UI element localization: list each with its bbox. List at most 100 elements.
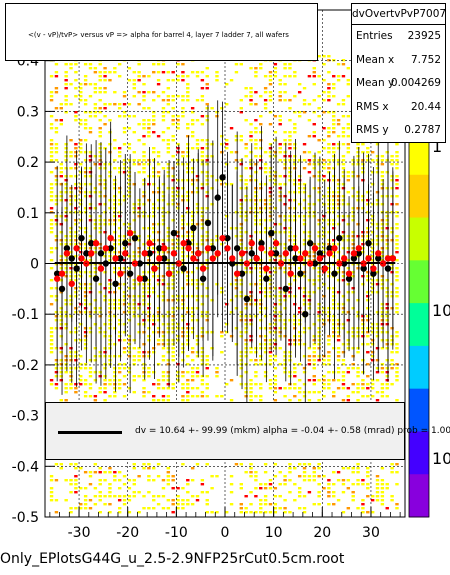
histogram-cell — [375, 367, 380, 370]
histogram-cell — [234, 227, 239, 230]
histogram-cell — [341, 511, 346, 514]
histogram-cell — [205, 171, 209, 174]
black-profile-point — [88, 240, 95, 247]
histogram-cell — [88, 195, 93, 198]
histogram-cell — [273, 271, 278, 274]
histogram-cell — [332, 347, 336, 350]
histogram-cell — [268, 207, 273, 210]
histogram-cell — [283, 183, 287, 186]
histogram-cell — [336, 199, 341, 202]
histogram-cell — [166, 359, 171, 362]
histogram-cell — [395, 363, 399, 366]
histogram-cell — [268, 487, 273, 490]
histogram-cell — [83, 259, 88, 262]
histogram-cell — [54, 463, 59, 466]
histogram-cell — [181, 79, 185, 82]
histogram-cell — [239, 503, 243, 506]
histogram-cell — [259, 147, 263, 150]
histogram-cell — [268, 123, 273, 126]
histogram-cell — [395, 303, 399, 306]
colorbar-label: 1 — [432, 137, 442, 156]
histogram-cell — [346, 347, 351, 350]
histogram-cell — [93, 359, 98, 362]
histogram-cell — [356, 471, 360, 474]
histogram-cell — [395, 151, 399, 154]
histogram-cell — [166, 475, 171, 478]
histogram-cell — [307, 251, 312, 254]
histogram-cell — [122, 247, 127, 250]
histogram-cell — [385, 187, 389, 190]
histogram-cell — [307, 151, 312, 154]
histogram-cell — [395, 343, 399, 346]
histogram-cell — [302, 467, 307, 470]
histogram-cell — [142, 143, 146, 146]
stats-value: 0.2787 — [404, 124, 441, 136]
histogram-cell — [79, 271, 83, 274]
histogram-cell — [200, 483, 205, 486]
histogram-cell — [117, 339, 122, 342]
histogram-cell — [351, 247, 355, 250]
histogram-cell — [64, 259, 68, 262]
histogram-cell — [161, 215, 166, 218]
histogram-cell — [390, 263, 394, 266]
histogram-cell — [273, 347, 278, 350]
histogram-cell — [336, 75, 341, 78]
red-profile-point — [151, 265, 158, 272]
histogram-cell — [263, 291, 268, 294]
histogram-cell — [69, 103, 73, 106]
histogram-cell — [103, 91, 107, 94]
histogram-cell — [195, 211, 200, 214]
histogram-cell — [93, 371, 98, 374]
histogram-cell — [152, 495, 156, 498]
histogram-cell — [385, 343, 389, 346]
histogram-cell — [239, 227, 243, 230]
histogram-cell — [49, 339, 54, 342]
histogram-cell — [176, 231, 180, 234]
histogram-cell — [74, 271, 78, 274]
histogram-cell — [200, 219, 205, 222]
histogram-cell — [341, 239, 346, 242]
histogram-cell — [395, 175, 399, 178]
histogram-cell — [166, 167, 171, 170]
histogram-cell — [88, 315, 93, 318]
histogram-cell — [307, 259, 312, 262]
histogram-cell — [88, 247, 93, 250]
histogram-cell — [161, 111, 166, 114]
histogram-cell — [293, 147, 297, 150]
histogram-cell — [74, 327, 78, 330]
histogram-cell — [161, 251, 166, 254]
histogram-cell — [195, 267, 200, 270]
histogram-cell — [137, 355, 141, 358]
histogram-cell — [307, 363, 312, 366]
histogram-cell — [161, 119, 166, 122]
histogram-cell — [234, 279, 239, 282]
histogram-cell — [254, 179, 258, 182]
histogram-cell — [186, 91, 190, 94]
histogram-cell — [307, 299, 312, 302]
histogram-cell — [254, 479, 258, 482]
histogram-cell — [244, 219, 248, 222]
histogram-cell — [205, 331, 209, 334]
black-profile-point — [331, 270, 338, 277]
histogram-cell — [132, 283, 136, 286]
histogram-cell — [254, 267, 258, 270]
histogram-cell — [205, 235, 209, 238]
histogram-cell — [346, 175, 351, 178]
histogram-cell — [122, 495, 127, 498]
histogram-cell — [161, 199, 166, 202]
histogram-cell — [74, 235, 78, 238]
histogram-cell — [210, 239, 214, 242]
histogram-cell — [263, 363, 268, 366]
histogram-cell — [137, 511, 141, 514]
red-profile-point — [126, 229, 134, 237]
histogram-cell — [113, 243, 117, 246]
histogram-cell — [186, 323, 190, 326]
histogram-cell — [375, 143, 380, 146]
histogram-cell — [273, 247, 278, 250]
histogram-cell — [59, 231, 63, 234]
histogram-cell — [332, 207, 336, 210]
histogram-cell — [186, 163, 190, 166]
histogram-cell — [79, 311, 83, 314]
histogram-cell — [366, 271, 370, 274]
histogram-cell — [229, 79, 234, 82]
